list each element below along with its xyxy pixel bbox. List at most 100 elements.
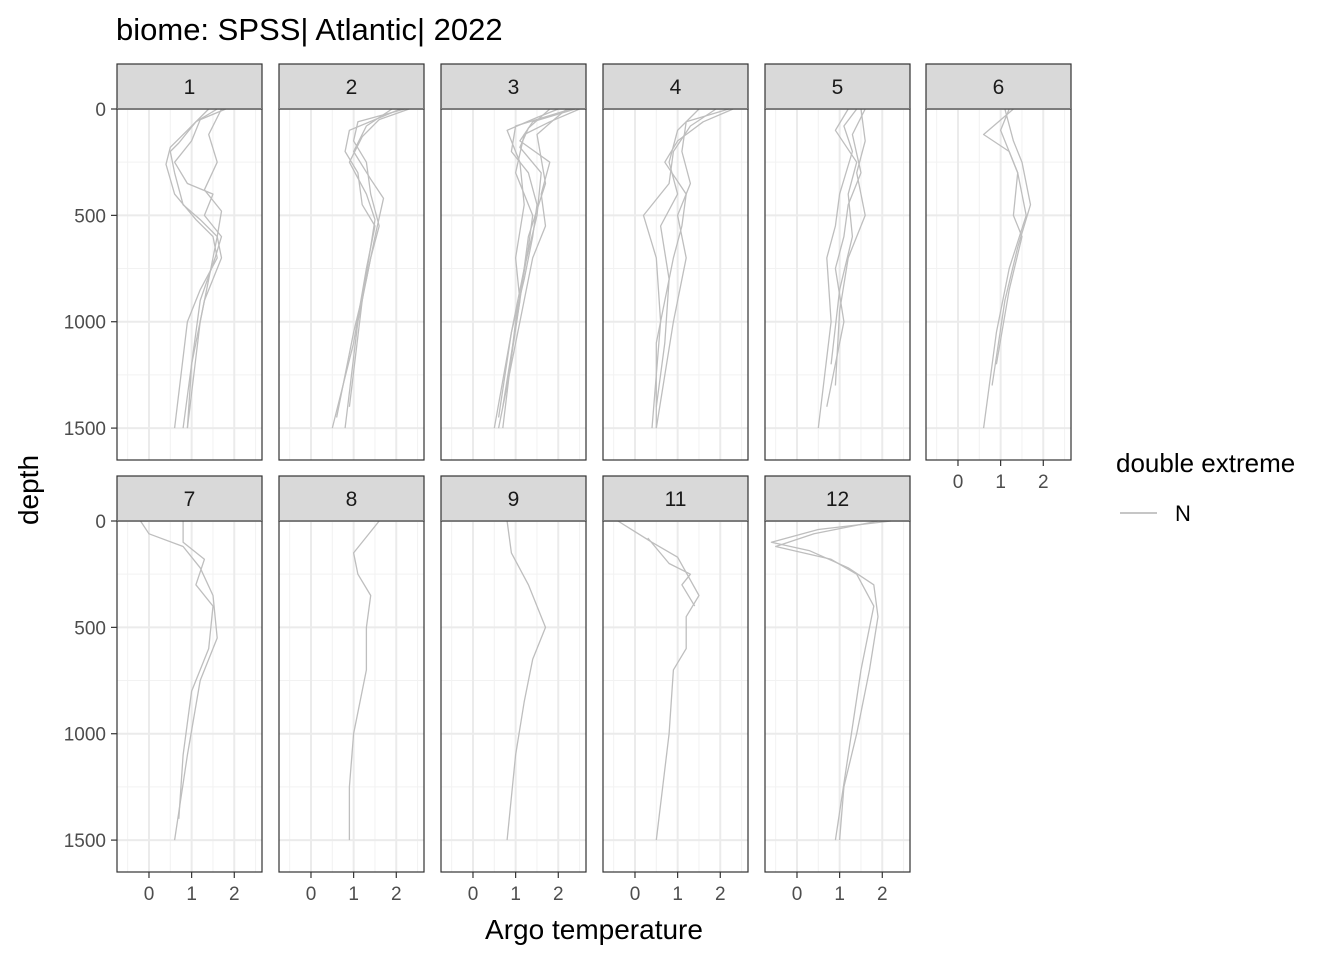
profile-line: [506, 108, 568, 386]
facet-strip-label: 5: [832, 76, 844, 99]
profile-line: [178, 521, 214, 819]
facet-panel: 1 0 500 1000 1500: [64, 63, 263, 461]
x-tick-label: 0: [630, 884, 641, 905]
profile-line: [139, 520, 218, 841]
panel-border: [764, 108, 911, 461]
x-tick-label: 0: [306, 884, 317, 905]
panel-background: [765, 521, 910, 872]
legend-title: double extreme: [1116, 448, 1295, 478]
facet-strip-label: 4: [670, 76, 682, 99]
x-tick-label: 2: [1038, 472, 1049, 493]
x-tick-label: 0: [792, 884, 803, 905]
facet-strip-label: 8: [346, 488, 358, 511]
x-tick-label: 2: [391, 884, 402, 905]
facet-strip: [278, 63, 425, 110]
panel-background: [279, 521, 424, 872]
profile-line: [331, 108, 401, 429]
x-tick-label: 1: [186, 884, 197, 905]
panel-border: [602, 520, 749, 873]
profile-line: [497, 108, 551, 418]
profile-line: [348, 520, 380, 841]
facet-strip-label: 6: [993, 76, 1005, 99]
facet-strip-label: 2: [346, 76, 358, 99]
facet-panel: 3: [440, 63, 587, 461]
profile-line: [647, 537, 696, 607]
profile-line: [348, 108, 410, 407]
y-tick-label: 1500: [64, 831, 106, 852]
facet-strip-label: 9: [508, 488, 520, 511]
y-tick-label: 1000: [64, 725, 106, 746]
facet-panel: 11 0 1 2: [602, 475, 749, 905]
x-tick-label: 0: [468, 884, 479, 905]
facet-panel: 2: [278, 63, 425, 461]
profile-line: [982, 108, 1027, 429]
facet-strip: [602, 475, 749, 522]
x-tick-label: 2: [553, 884, 564, 905]
facet-strip: [764, 475, 911, 522]
x-axis-label: Argo temperature: [485, 914, 703, 945]
panel-background: [441, 109, 586, 460]
x-tick-label: 0: [144, 884, 155, 905]
profile-line: [991, 108, 1032, 386]
facet-strip: [440, 63, 587, 110]
profile-line: [506, 520, 547, 841]
profile-line: [617, 520, 700, 841]
x-tick-label: 1: [672, 884, 683, 905]
panel-background: [926, 109, 1071, 460]
legend-label: N: [1175, 501, 1191, 526]
y-tick-label: 500: [74, 618, 106, 639]
x-tick-label: 1: [510, 884, 521, 905]
x-tick-label: 1: [995, 472, 1006, 493]
profile-line: [995, 108, 1023, 365]
y-tick-label: 0: [95, 512, 106, 533]
x-tick-label: 1: [834, 884, 845, 905]
facet-panel: 9 0 1 2: [440, 475, 587, 905]
panel-border: [440, 520, 587, 873]
facet-strip-label: 11: [665, 488, 687, 511]
panel-border: [278, 108, 425, 461]
facet-strip: [602, 63, 749, 110]
panel-border: [602, 108, 749, 461]
x-tick-label: 1: [348, 884, 359, 905]
facet-strip-label: 1: [184, 76, 196, 99]
facet-panel: 7 0 500 1000 1500 0 1 2: [64, 475, 263, 905]
panel-background: [441, 521, 586, 872]
facet-strip-label: 12: [826, 488, 849, 511]
x-tick-label: 2: [877, 884, 888, 905]
profile-line: [834, 108, 866, 386]
profile-line: [655, 108, 700, 407]
facet-panel: 8 0 1 2: [278, 475, 425, 905]
facet-strip: [116, 63, 263, 110]
profile-line: [493, 108, 572, 429]
profile-line: [830, 108, 858, 365]
y-tick-label: 500: [74, 206, 106, 227]
panel-border: [764, 520, 911, 873]
panel-border: [116, 520, 263, 873]
y-tick-label: 0: [95, 100, 106, 121]
y-axis-label: depth: [13, 455, 44, 525]
legend: double extreme N: [1116, 448, 1295, 526]
profile-line: [770, 520, 891, 841]
profile-line: [817, 108, 858, 429]
profile-line: [165, 108, 218, 429]
facet-panel: 5: [764, 63, 911, 461]
panel-border: [440, 108, 587, 461]
panel-background: [117, 521, 262, 872]
profile-line: [502, 108, 580, 429]
facet-strip: [278, 475, 425, 522]
x-tick-label: 2: [229, 884, 240, 905]
panel-border: [925, 108, 1072, 461]
profile-line: [173, 108, 227, 429]
facet-panel: 120 1 2: [764, 475, 911, 905]
profile-line: [335, 108, 393, 418]
panel-border: [278, 520, 425, 873]
profile-line: [826, 108, 866, 407]
profile-line: [642, 108, 717, 429]
profile-line: [775, 520, 879, 841]
x-tick-label: 2: [715, 884, 726, 905]
panel-background: [603, 521, 748, 872]
facet-strip-label: 3: [508, 76, 520, 99]
chart-title: biome: SPSS| Atlantic| 2022: [116, 12, 503, 47]
